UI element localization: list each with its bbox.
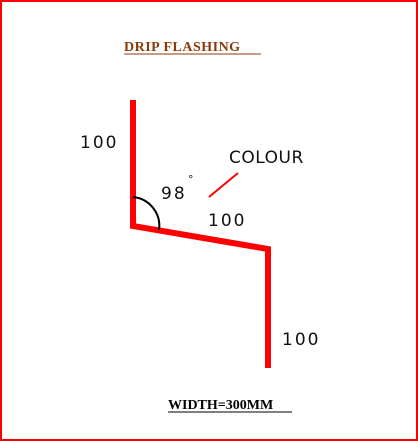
width-note: WIDTH=300MM bbox=[168, 398, 273, 413]
middle-leg-dimension: 100 bbox=[208, 211, 246, 231]
angle-value: 98 bbox=[161, 184, 187, 204]
bottom-leg-dimension: 100 bbox=[282, 330, 320, 350]
angle-arc bbox=[132, 196, 161, 231]
drawing-title: DRIP FLASHING bbox=[124, 40, 241, 55]
colour-side-marker bbox=[208, 172, 239, 198]
angle-degree-symbol: ° bbox=[188, 173, 194, 186]
colour-label: COLOUR bbox=[229, 148, 304, 168]
flashing-profile-line bbox=[130, 100, 271, 368]
top-leg-dimension: 100 bbox=[80, 133, 118, 153]
